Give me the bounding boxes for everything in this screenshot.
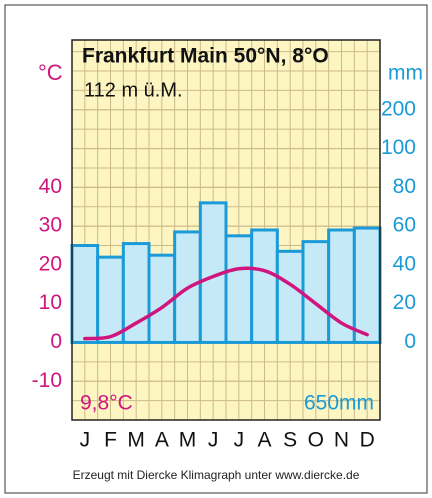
precipitation-bar <box>301 240 331 344</box>
x-tick-label: M <box>127 429 145 452</box>
precipitation-bar <box>275 249 305 344</box>
precipitation-bar <box>70 244 100 344</box>
temperature-line <box>83 266 369 341</box>
precipitation-bar <box>352 226 382 344</box>
x-tick-label: D <box>360 429 375 452</box>
chart-title: Frankfurt Main 50°N, 8°O <box>82 45 329 68</box>
precipitation-bar <box>121 242 151 344</box>
x-tick-label: F <box>104 429 117 452</box>
y-tick-label: 30 <box>39 214 62 237</box>
y-tick-label: 20 <box>39 252 62 275</box>
y2-tick-label: 80 <box>393 175 416 198</box>
x-tick-label: A <box>155 429 169 452</box>
x-tick-label: O <box>308 429 324 452</box>
x-tick-label: J <box>208 429 219 452</box>
x-tick-label: M <box>179 429 197 452</box>
annual-precipitation: 650mm <box>304 392 374 415</box>
precipitation-bar <box>250 228 279 344</box>
y2-tick-label: 40 <box>393 252 416 275</box>
x-tick-label: J <box>80 429 91 452</box>
x-tick-label: S <box>283 429 297 452</box>
plot-frame <box>71 39 381 421</box>
subtitle: 112 m ü.M. <box>84 79 183 101</box>
mean-temperature: 9,8°C <box>80 392 133 415</box>
plot-layer <box>70 201 382 344</box>
y-tick-label: 0 <box>50 330 62 353</box>
precipitation-bar <box>224 234 254 344</box>
x-tick-label: N <box>334 429 349 452</box>
y-axis-label: °C <box>38 60 63 85</box>
y-tick-label: -10 <box>32 369 62 392</box>
footer: Erzeugt mit Diercke Klimagraph unter www… <box>73 468 360 482</box>
y2-tick-label: 60 <box>393 214 416 237</box>
y-tick-label: 10 <box>39 291 62 314</box>
x-tick-label: J <box>234 429 245 452</box>
y2-axis-label: mm <box>388 62 423 85</box>
y2-tick-label: 0 <box>404 330 416 353</box>
precipitation-bar <box>96 255 125 344</box>
y2-tick-label: 20 <box>393 291 416 314</box>
y2-tick-label: 200 <box>381 97 416 120</box>
precipitation-bar <box>327 228 356 344</box>
y-tick-label: 40 <box>39 175 62 198</box>
y2-tick-label: 100 <box>381 136 416 159</box>
x-tick-label: A <box>257 429 271 452</box>
